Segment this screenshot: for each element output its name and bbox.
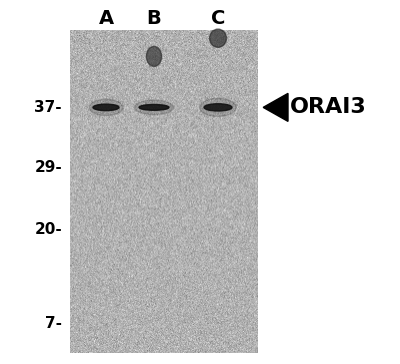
Text: 37-: 37- [34,100,62,115]
Text: 20-: 20- [34,222,62,237]
Ellipse shape [210,29,226,47]
Text: 7-: 7- [45,316,62,332]
Ellipse shape [204,104,232,111]
Text: ORAI3: ORAI3 [290,98,367,117]
Ellipse shape [134,100,174,115]
Polygon shape [263,94,288,121]
Text: A: A [98,9,114,28]
Text: B: B [147,9,161,28]
Ellipse shape [146,46,162,66]
Text: 29-: 29- [34,160,62,175]
Ellipse shape [139,104,169,110]
Ellipse shape [93,104,119,111]
Ellipse shape [200,98,236,116]
Text: C: C [211,9,225,28]
Ellipse shape [89,99,123,115]
